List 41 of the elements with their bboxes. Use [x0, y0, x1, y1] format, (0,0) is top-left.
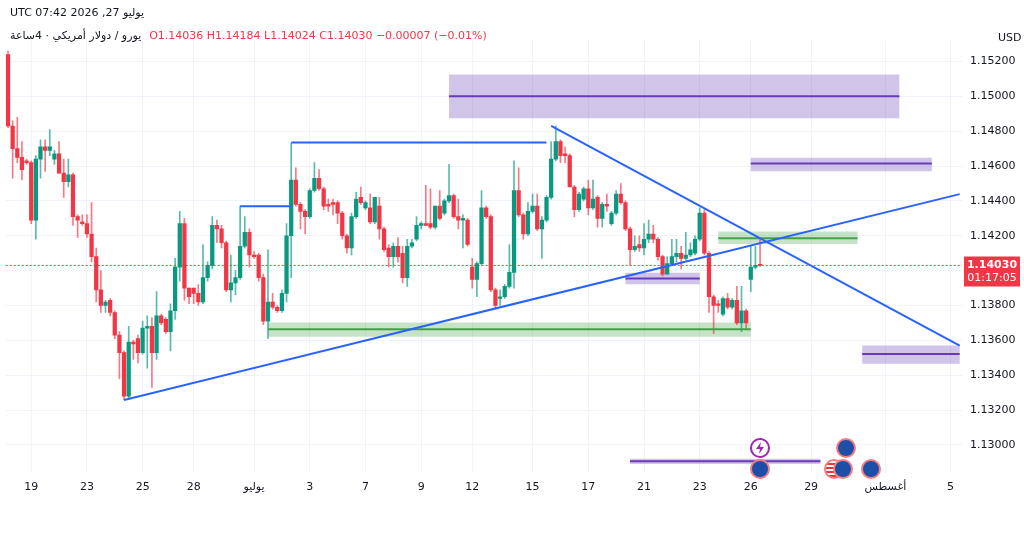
- y-tick-label: 1.15200: [970, 54, 1016, 68]
- y-tick-label: 1.13000: [970, 437, 1016, 451]
- y-tick-label: 1.14800: [970, 124, 1016, 138]
- text: 01:17:05: [967, 271, 1017, 285]
- x-tick-label: 23: [692, 480, 707, 494]
- candlestick: [539, 216, 544, 259]
- annotation: O1.14036 H1.14184 L1.14024 C1.14030 −0.00007 (−0.01%): [149, 29, 487, 42]
- y-tick-label: 1.14400: [970, 193, 1016, 207]
- ref-line-label: 1.14030: [966, 258, 1018, 272]
- x-tick-label: 17: [581, 480, 596, 494]
- y-tick-label: 1.13800: [970, 298, 1016, 312]
- y-tick-label: 1.14200: [970, 228, 1016, 242]
- x-tick-label: 15: [525, 480, 540, 494]
- x-tick-label: 21: [637, 480, 651, 494]
- candlestick: [330, 198, 336, 216]
- x-tick-label: 26: [743, 480, 758, 494]
- x-tick-label: يوليو: [242, 480, 265, 494]
- x-tick-label: 28: [186, 480, 201, 494]
- x-tick-label: 5: [946, 480, 954, 494]
- candlestick: [716, 299, 721, 313]
- candlestick: [61, 158, 66, 198]
- x-tick-label: 29: [804, 480, 819, 494]
- candlestick: [265, 249, 271, 339]
- y-axis-title: USD: [998, 31, 1022, 44]
- x-tick-label: أغسطس: [864, 479, 907, 494]
- x-tick-label: 9: [417, 480, 425, 494]
- x-tick-label: 12: [465, 480, 480, 494]
- candlestick: [446, 164, 452, 204]
- x-tick-label: 3: [306, 480, 314, 494]
- x-tick-label: 19: [24, 480, 39, 494]
- y-tick-label: 1.13600: [970, 333, 1016, 347]
- candlestick: [497, 289, 503, 306]
- x-tick-label: 23: [79, 480, 94, 494]
- y-tick-label: 1.13400: [970, 368, 1016, 382]
- x-tick-label: 25: [135, 480, 150, 494]
- y-tick-label: 1.15000: [970, 89, 1016, 103]
- y-tick-label: 1.13200: [970, 402, 1016, 416]
- chart-title: يورو / دولار أمريكي · 4ساعة: [10, 29, 142, 42]
- x-tick-label: 7: [361, 480, 369, 494]
- y-tick-label: 1.14600: [970, 158, 1016, 172]
- chart-subtitle: يوليو 27, 2026 07:42 UTC: [10, 6, 145, 19]
